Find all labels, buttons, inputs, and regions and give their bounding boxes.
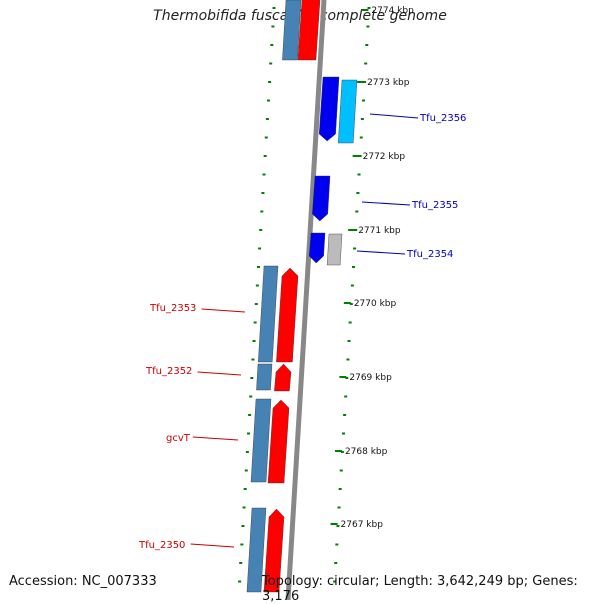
gene-label-tfu_2355[interactable]: Tfu_2355 <box>411 200 458 211</box>
genome-backbone <box>285 0 327 600</box>
forward-cds-arrow[interactable] <box>297 0 321 61</box>
reverse-cds-arrow[interactable] <box>308 232 326 264</box>
reverse-cds-block[interactable] <box>338 79 358 144</box>
label-leader <box>356 250 406 255</box>
forward-cds-block[interactable] <box>282 0 302 61</box>
forward-cds-arrow[interactable] <box>274 363 292 392</box>
forward-cds-block[interactable] <box>256 363 273 391</box>
forward-cds-block[interactable] <box>250 398 272 483</box>
forward-cds-arrow[interactable] <box>263 508 285 593</box>
reverse-cds-arrow[interactable] <box>318 76 340 142</box>
label-leader <box>369 113 419 119</box>
scale-label: 2772 kbp <box>363 152 406 162</box>
label-leader <box>201 308 246 313</box>
gene-label-tfu_2353[interactable]: Tfu_2353 <box>149 303 196 314</box>
label-leader <box>197 371 242 376</box>
gene-label-tfu_2352[interactable]: Tfu_2352 <box>145 366 192 377</box>
scale-label: 2773 kbp <box>367 78 410 88</box>
scale-label: 2767 kbp <box>341 520 384 530</box>
forward-cds-block[interactable] <box>258 265 279 363</box>
scale-label: 2771 kbp <box>358 226 401 236</box>
label-leader <box>190 543 235 548</box>
scale-label: 2770 kbp <box>354 299 397 309</box>
reverse-cds-arrow[interactable] <box>312 175 331 222</box>
gene-label-tfu_2356[interactable]: Tfu_2356 <box>419 113 466 124</box>
forward-cds-arrow[interactable] <box>267 399 290 484</box>
forward-cds-block[interactable] <box>246 507 267 593</box>
forward-cds-arrow[interactable] <box>276 267 299 363</box>
accession-text: Accession: NC_007333 <box>9 574 157 589</box>
pseudo-block[interactable] <box>326 233 343 266</box>
gene-label-gcvt[interactable]: gcvT <box>166 433 191 444</box>
gene-label-tfu_2354[interactable]: Tfu_2354 <box>406 249 453 260</box>
scale-label: 2768 kbp <box>345 447 388 457</box>
scale-label: 2769 kbp <box>349 373 392 383</box>
label-leader <box>361 201 411 206</box>
label-leader <box>192 436 239 441</box>
scale-label: 2774 kbp <box>371 6 414 16</box>
gene-label-tfu_2350[interactable]: Tfu_2350 <box>138 540 185 551</box>
